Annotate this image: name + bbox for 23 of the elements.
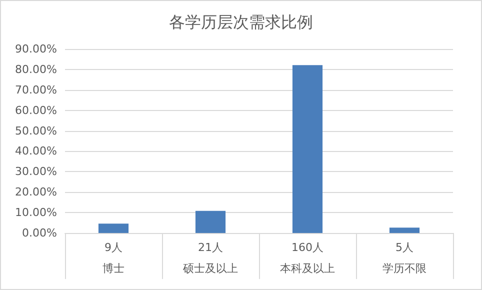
bar xyxy=(389,228,420,233)
text: 21人 xyxy=(198,241,223,254)
x-tick-label: 硕士及以上 xyxy=(182,262,238,275)
y-tick-label: 70.00% xyxy=(15,83,57,96)
bar xyxy=(195,210,226,233)
chart-title: 各学历层次需求比例 xyxy=(169,12,313,32)
y-tick-label: 40.00% xyxy=(15,144,57,158)
y-tick-label: 50.00% xyxy=(15,124,57,138)
text: 160人 xyxy=(292,241,324,254)
text: 9人 xyxy=(104,241,122,254)
y-tick-label: 0.00% xyxy=(22,226,57,240)
y-tick-label: 30.00% xyxy=(15,165,57,178)
x-tick-label: 学历不限 xyxy=(382,262,426,275)
bar xyxy=(292,65,323,233)
text: 5人 xyxy=(396,241,414,254)
bar xyxy=(98,224,129,233)
y-tick-label: 80.00% xyxy=(15,62,57,76)
y-tick-label: 20.00% xyxy=(15,186,57,199)
y-tick-label: 90.00% xyxy=(15,42,57,56)
x-tick-label: 本科及以上 xyxy=(280,262,335,275)
x-tick-label: 博士 xyxy=(102,262,124,275)
y-tick-label: 10.00% xyxy=(15,206,57,220)
y-tick-label: 60.00% xyxy=(15,104,57,117)
